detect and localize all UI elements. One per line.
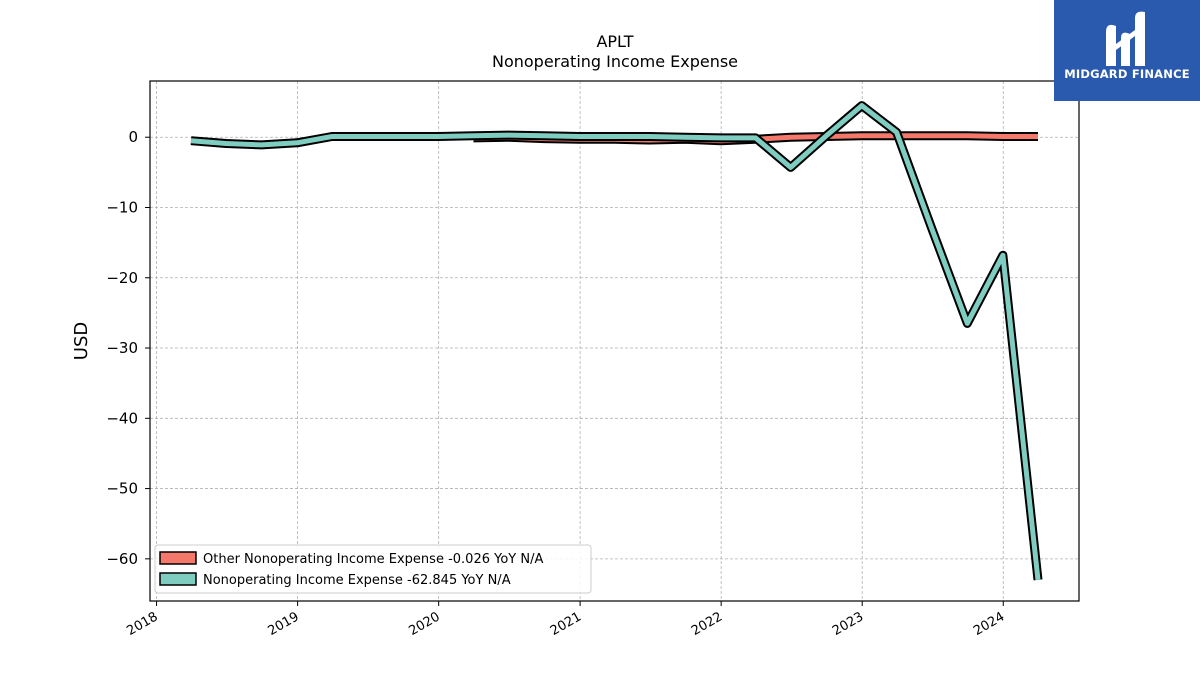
x-tick-label: 2020	[407, 609, 443, 639]
x-tick-label: 2021	[548, 609, 584, 639]
legend-label-total: Nonoperating Income Expense -62.845 YoY …	[203, 573, 511, 588]
series-line-1	[190, 103, 1041, 581]
y-tick-label: 0	[128, 128, 138, 146]
y-tick-label: −50	[106, 480, 138, 498]
series-lines	[190, 101, 1043, 581]
x-tick-label: 2023	[830, 609, 866, 639]
y-tick-label: −20	[106, 269, 138, 287]
logo-text: MIDGARD FINANCE	[1064, 67, 1190, 81]
midgard-logo-icon	[1106, 11, 1145, 67]
x-tick-label: 2018	[124, 609, 160, 639]
y-tick-label: −30	[106, 339, 138, 357]
legend-label-other: Other Nonoperating Income Expense -0.026…	[203, 552, 543, 567]
x-tick-label: 2019	[265, 609, 301, 639]
x-tick-label: 2022	[689, 609, 725, 639]
x-tick-label: 2024	[971, 609, 1007, 639]
legend-swatch-other	[159, 551, 197, 565]
brand-logo: MIDGARD FINANCE	[1054, 0, 1200, 101]
legend-frame	[154, 544, 592, 594]
legend: Other Nonoperating Income Expense -0.026…	[154, 544, 592, 594]
y-tick-label: −10	[106, 198, 138, 216]
legend-swatch-total	[159, 572, 197, 586]
chart-subtitle: Nonoperating Income Expense	[492, 52, 738, 71]
grid	[150, 81, 1079, 601]
y-tick-label: −40	[106, 409, 138, 427]
y-tick-label: −60	[106, 550, 138, 568]
chart-title: APLT	[596, 32, 633, 51]
y-axis-label: USD	[71, 322, 92, 360]
plot-frame	[149, 80, 1080, 602]
